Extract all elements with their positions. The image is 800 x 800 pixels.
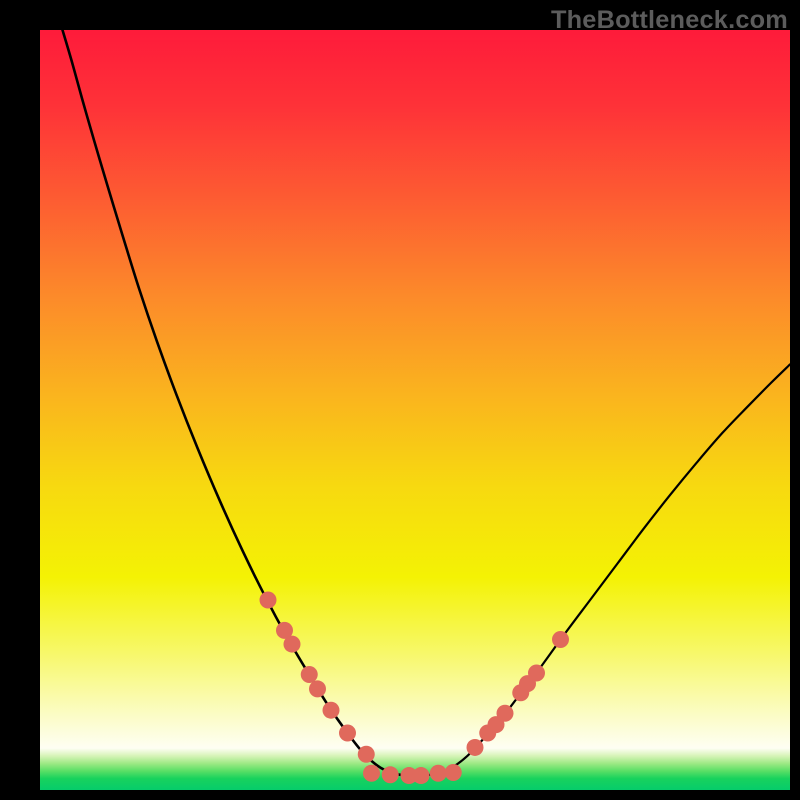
data-marker — [260, 592, 277, 609]
chart-stage: TheBottleneck.com — [0, 0, 800, 800]
gradient-background — [40, 30, 790, 790]
data-marker — [382, 766, 399, 783]
data-marker — [301, 666, 318, 683]
data-marker — [467, 739, 484, 756]
data-marker — [413, 767, 430, 784]
data-marker — [309, 680, 326, 697]
data-marker — [552, 631, 569, 648]
data-marker — [323, 702, 340, 719]
data-marker — [358, 746, 375, 763]
data-marker — [528, 664, 545, 681]
data-marker — [430, 765, 447, 782]
plot-area — [40, 30, 790, 790]
plot-svg — [40, 30, 790, 790]
data-marker — [339, 725, 356, 742]
data-marker — [363, 765, 380, 782]
data-marker — [445, 764, 462, 781]
data-marker — [497, 705, 514, 722]
watermark-label: TheBottleneck.com — [551, 6, 788, 35]
data-marker — [284, 636, 301, 653]
